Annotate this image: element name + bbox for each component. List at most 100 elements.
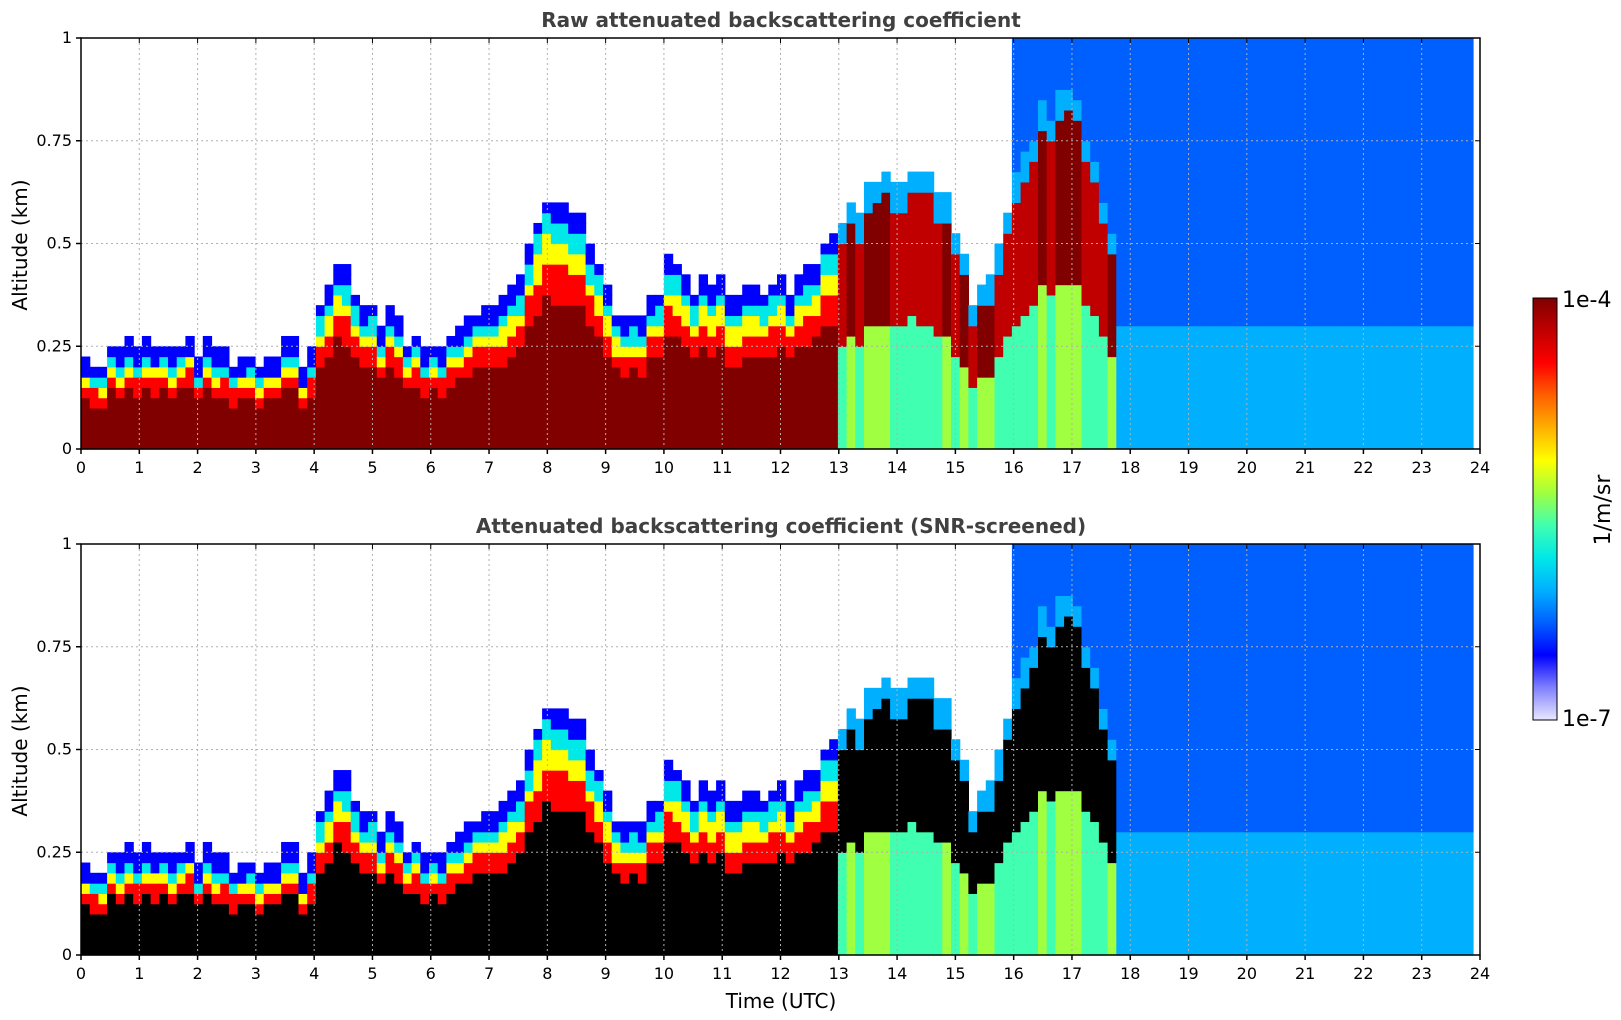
- heatmap-cell: [1203, 68, 1213, 80]
- heatmap-cell: [516, 294, 526, 306]
- heatmap-cell: [1446, 89, 1457, 101]
- heatmap-cell: [350, 438, 360, 450]
- heatmap-cell: [742, 841, 752, 853]
- heatmap-cell: [350, 944, 360, 956]
- heatmap-cell: [1438, 202, 1448, 214]
- heatmap-cell: [1020, 294, 1030, 306]
- heatmap-cell: [1429, 418, 1439, 430]
- heatmap-cell: [690, 356, 700, 368]
- heatmap-cell: [907, 315, 917, 327]
- heatmap-cell: [803, 356, 813, 368]
- heatmap-cell: [463, 883, 474, 894]
- heatmap-cell: [1020, 356, 1030, 368]
- heatmap-cell: [1333, 99, 1344, 111]
- heatmap-cell: [1177, 233, 1187, 245]
- heatmap-cell: [1168, 79, 1178, 90]
- heatmap-cell: [698, 356, 708, 368]
- heatmap-cell: [1020, 38, 1030, 49]
- heatmap-cell: [646, 841, 656, 853]
- heatmap-cell: [1046, 428, 1056, 440]
- heatmap-cell: [324, 944, 334, 956]
- heatmap-cell: [1177, 253, 1187, 265]
- heatmap-cell: [1125, 222, 1135, 234]
- heatmap-cell: [1342, 233, 1352, 245]
- heatmap-cell: [1325, 243, 1335, 255]
- heatmap-cell: [1011, 120, 1022, 132]
- heatmap-cell: [1177, 171, 1187, 183]
- heatmap-cell: [1264, 171, 1274, 183]
- heatmap-cell: [1064, 315, 1074, 327]
- heatmap-cell: [542, 397, 552, 409]
- heatmap-cell: [220, 397, 230, 409]
- heatmap-cell: [498, 852, 508, 864]
- heatmap-cell: [629, 831, 639, 843]
- heatmap-cell: [576, 749, 587, 761]
- heatmap-cell: [1081, 192, 1091, 204]
- heatmap-cell: [681, 862, 691, 874]
- heatmap-cell: [324, 862, 334, 874]
- heatmap-cell: [690, 831, 700, 843]
- heatmap-cell: [1255, 407, 1265, 419]
- heatmap-cell: [968, 397, 978, 409]
- heatmap-cell: [542, 944, 552, 956]
- heatmap-cell: [1272, 418, 1283, 430]
- heatmap-cell: [1438, 346, 1448, 358]
- heatmap-cell: [1429, 428, 1439, 440]
- heatmap-cell: [846, 356, 856, 368]
- heatmap-cell: [1142, 58, 1152, 70]
- heatmap-cell: [907, 305, 917, 317]
- heatmap-cell: [1177, 192, 1187, 204]
- heatmap-cell: [315, 428, 326, 440]
- heatmap-cell: [1125, 151, 1135, 162]
- heatmap-cell: [359, 407, 369, 419]
- heatmap-cell: [585, 903, 595, 915]
- heatmap-cell: [1333, 346, 1344, 358]
- heatmap-cell: [524, 800, 534, 812]
- heatmap-cell: [1446, 151, 1457, 162]
- heatmap-cell: [864, 418, 874, 430]
- heatmap-cell: [1142, 38, 1152, 49]
- heatmap-cell: [202, 913, 213, 925]
- heatmap-cell: [1281, 161, 1291, 173]
- heatmap-cell: [324, 903, 334, 915]
- heatmap-cell: [1420, 48, 1431, 60]
- heatmap-cell: [1386, 181, 1396, 193]
- heatmap-cell: [620, 924, 630, 936]
- heatmap-cell: [1055, 79, 1065, 90]
- heatmap-cell: [333, 780, 343, 792]
- heatmap-cell: [411, 397, 421, 409]
- heatmap-cell: [1038, 161, 1048, 173]
- heatmap-cell: [576, 243, 587, 255]
- heatmap-cell: [1072, 48, 1083, 60]
- heatmap-cell: [603, 913, 613, 925]
- heatmap-cell: [1203, 89, 1213, 101]
- heatmap-cell: [550, 852, 561, 864]
- heatmap-cell: [350, 934, 360, 946]
- heatmap-cell: [724, 893, 735, 905]
- heatmap-cell: [350, 428, 360, 440]
- heatmap-cell: [1412, 428, 1422, 440]
- heatmap-cell: [1081, 130, 1091, 142]
- heatmap-cell: [1229, 335, 1239, 347]
- heatmap-cell: [698, 924, 708, 936]
- heatmap-cell: [1133, 79, 1143, 90]
- heatmap-cell: [611, 831, 621, 843]
- heatmap-cell: [568, 770, 578, 781]
- heatmap-cell: [1333, 38, 1344, 49]
- heatmap-cell: [890, 407, 900, 419]
- heatmap-cell: [1072, 418, 1083, 430]
- heatmap-cell: [724, 872, 735, 884]
- heatmap-cell: [1185, 192, 1196, 204]
- heatmap-cell: [359, 913, 369, 925]
- heatmap-cell: [550, 387, 561, 399]
- heatmap-cell: [1029, 130, 1039, 142]
- heatmap-cell: [402, 407, 413, 419]
- heatmap-cell: [1446, 38, 1457, 49]
- heatmap-cell: [1438, 284, 1448, 296]
- heatmap-cell: [716, 418, 726, 430]
- heatmap-cell: [1203, 171, 1213, 183]
- heatmap-cell: [481, 811, 491, 823]
- heatmap-cell: [829, 274, 839, 286]
- heatmap-cell: [437, 862, 447, 874]
- heatmap-cell: [1446, 48, 1457, 60]
